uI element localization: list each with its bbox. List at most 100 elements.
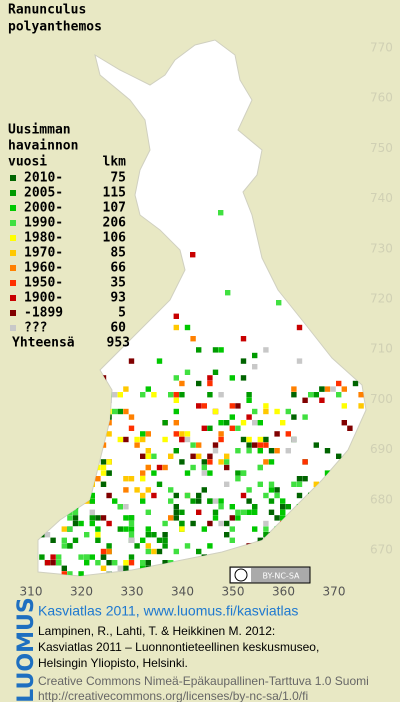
observation-square [173,420,179,426]
observation-square [179,392,185,398]
grid-y-label: 670 [370,543,393,557]
legend-label: 2000- [24,201,63,216]
observation-square [263,442,269,448]
observation-square [56,560,62,566]
observation-square [190,498,196,504]
observation-square [179,526,185,532]
observation-square [173,408,179,415]
observation-square [240,375,247,381]
observation-square [274,448,280,454]
observation-square [145,532,151,538]
observation-square [184,431,191,437]
observation-square [112,560,118,566]
observation-square [123,560,129,566]
legend-count: 35 [110,276,126,291]
observation-square [44,532,51,538]
observation-square [100,515,107,521]
observation-square [117,565,123,571]
observation-square [336,380,342,387]
observation-square [128,515,135,521]
observation-square [100,470,107,476]
observation-square [151,470,157,476]
grid-y-label: 740 [370,191,393,205]
observation-square [145,448,151,454]
observation-square [151,532,157,538]
observation-square [128,560,135,566]
observation-square [196,492,202,499]
legend-count: 66 [110,261,126,276]
observation-square [235,403,241,409]
grid-x-label: 360 [272,585,295,599]
observation-square [112,498,118,504]
observation-square [207,470,213,476]
observation-square [207,392,213,398]
observation-square [229,515,235,521]
observation-square [324,386,331,392]
observation-square [207,498,213,504]
observation-square [240,420,247,426]
observation-square [72,520,79,527]
observation-square [280,515,286,521]
observation-square [117,504,123,510]
observation-square [50,554,56,560]
observation-square [218,504,224,510]
observation-square [252,420,258,426]
observation-square [190,336,196,342]
observation-square [156,358,163,364]
observation-square [128,554,135,560]
observation-square [319,386,325,392]
observation-square [268,448,275,454]
legend-count: 75 [110,171,126,186]
observation-square [140,470,146,476]
observation-square [89,509,95,515]
observation-square [240,470,247,476]
observation-square [285,504,291,510]
legend-swatch [10,310,16,316]
legend-label: 1980- [24,231,63,246]
observation-square [257,436,263,443]
observation-square [347,425,353,431]
legend-label: 1960- [24,261,63,276]
observation-square [280,420,286,426]
observation-square [123,386,129,392]
legend-count: 115 [103,186,126,201]
observation-square [84,554,90,560]
legend-swatch [10,280,16,286]
observation-square [268,498,275,504]
grid-y-label: 690 [370,442,393,456]
observation-square [106,492,112,499]
observation-square [240,492,247,499]
observation-square [308,392,314,398]
observation-square [156,481,163,487]
observation-square [224,532,230,538]
observation-square [56,554,62,560]
observation-square [190,464,196,471]
observation-square [106,560,112,566]
legend-swatch [10,190,16,196]
observation-square [123,487,129,493]
observation-square [100,554,107,560]
observation-square [207,520,213,527]
observation-square [145,453,151,459]
observation-square [100,481,107,487]
observation-square [358,403,364,409]
observation-square [106,459,112,465]
observation-square [123,436,129,443]
observation-square [117,408,123,415]
grid-y-label: 760 [370,91,393,105]
grid-x-label: 370 [323,585,346,599]
grid-y-label: 710 [370,342,393,356]
observation-square [285,448,291,454]
observation-square [229,425,235,431]
observation-square [291,414,297,420]
observation-square [184,369,191,375]
observation-square [352,380,359,387]
observation-square [235,515,241,521]
observation-square [336,453,342,459]
observation-square [173,324,179,331]
legend-label: -1899 [24,306,63,321]
observation-square [106,431,112,437]
legend-label: 1990- [24,216,63,231]
observation-square [285,431,291,437]
observation-square [257,481,263,487]
